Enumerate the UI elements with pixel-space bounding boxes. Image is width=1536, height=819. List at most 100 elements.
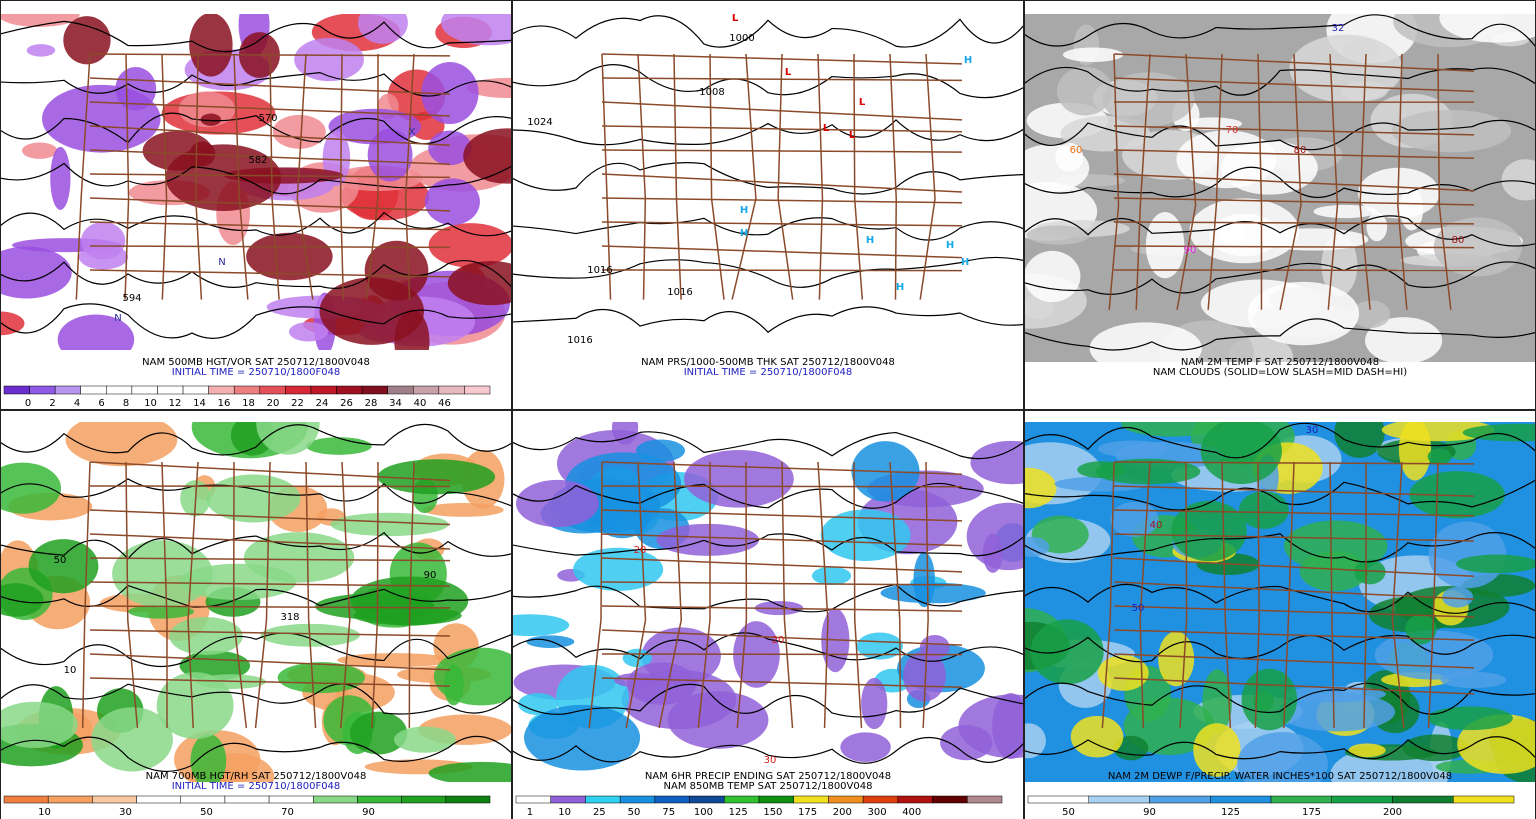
state-border: [625, 461, 647, 729]
contour-line: [1, 423, 511, 456]
field-blob: [42, 84, 161, 153]
field-blob: [1070, 715, 1124, 758]
field-blob: [65, 422, 178, 467]
field-blob: [169, 617, 243, 656]
field-blob: [1348, 743, 1386, 758]
colorbar-label: 125: [1221, 807, 1240, 818]
colorbar-label: 6: [98, 398, 104, 409]
colorbar-label: 8: [123, 398, 129, 409]
field-blob: [516, 479, 599, 528]
map: 50 90 10 318: [1, 422, 511, 782]
contour-line: [513, 162, 1023, 195]
field-blob: [1102, 72, 1195, 127]
field-blob: [1200, 422, 1282, 484]
colorbar-swatch: [47, 795, 93, 804]
field-blob: [1097, 655, 1149, 691]
state-border: [1221, 461, 1232, 729]
state-border: [1113, 149, 1475, 159]
field-blob: [189, 14, 233, 77]
field-blob: [1, 462, 62, 514]
field-blob: [277, 662, 365, 694]
colorbar-label: 28: [365, 398, 378, 409]
contour-line: [1025, 215, 1535, 247]
contour-line: [1025, 422, 1535, 459]
contour-line: [513, 431, 1023, 460]
map-label: H: [896, 282, 904, 293]
state-border: [601, 245, 963, 259]
contour-line: [1025, 166, 1535, 198]
field-blob: [200, 113, 222, 126]
colorbar-swatch: [357, 795, 402, 804]
field-blob: [1238, 491, 1289, 529]
map-label: 1016: [587, 265, 612, 276]
field-blob: [57, 314, 135, 350]
field-blob: [1, 701, 78, 748]
colorbar-label: 30: [119, 807, 132, 818]
colorbar-label: 20: [267, 398, 280, 409]
field-blob: [913, 552, 935, 608]
field-blob: [594, 495, 650, 539]
state-border: [601, 629, 963, 646]
state-border: [601, 653, 963, 656]
colorbar-label: 175: [798, 807, 817, 818]
state-border: [1113, 557, 1475, 578]
field-blob: [1030, 619, 1104, 685]
state-border: [601, 173, 963, 193]
colorbar-label: 18: [242, 398, 255, 409]
contour-line: [513, 736, 1023, 764]
state-border: [89, 149, 451, 165]
field-blob: [288, 322, 329, 342]
map-label: 570: [258, 113, 277, 124]
field-blob: [611, 422, 639, 445]
colorbar-label: 10: [558, 807, 571, 818]
map-label: 1000: [729, 33, 754, 44]
field-blob: [165, 144, 282, 211]
contour-line: [1, 303, 511, 339]
map-label: 594: [122, 293, 141, 304]
state-border: [89, 581, 451, 587]
field-blob: [1352, 300, 1391, 329]
colorbar-swatch: [131, 385, 158, 395]
map-label: 50: [54, 555, 67, 566]
map-label: 32: [1332, 23, 1345, 34]
field-blob: [246, 232, 333, 281]
colorbar-swatch: [619, 795, 656, 804]
field-blob: [433, 647, 511, 706]
contour-line: [513, 64, 1023, 99]
caption: INITIAL TIME = 250710/1800F048: [172, 781, 341, 792]
field-blob: [1193, 723, 1241, 777]
colorbar-swatch: [3, 385, 30, 395]
state-border: [588, 461, 603, 729]
map-label: 60: [1070, 145, 1083, 156]
state-border: [817, 461, 829, 729]
field-blob: [91, 707, 173, 772]
state-border: [365, 53, 379, 300]
field-blob: [337, 653, 453, 668]
map-label: L: [859, 97, 866, 108]
contour-line: [513, 533, 1023, 557]
colorbar-swatch: [106, 385, 133, 395]
map-label: 30: [1306, 425, 1319, 436]
map-label: H: [740, 205, 748, 216]
caption: NAM 6HR PRECIP ENDING SAT 250712/1800V04…: [645, 771, 891, 782]
field-blob: [1183, 117, 1242, 131]
map-label: H: [946, 240, 954, 251]
colorbar-swatch: [387, 385, 414, 395]
colorbar-swatch: [313, 795, 358, 804]
field-blob: [683, 450, 794, 508]
state-border: [781, 461, 794, 729]
colorbar-swatch: [3, 795, 49, 804]
state-border: [1113, 509, 1475, 517]
field-blob: [811, 566, 852, 586]
state-border: [601, 197, 963, 204]
state-border: [233, 53, 249, 300]
state-border: [305, 461, 317, 729]
map-label: H: [740, 228, 748, 239]
map-label: 20: [634, 545, 647, 556]
colorbar-label: 50: [1062, 807, 1075, 818]
colorbar-swatch: [336, 385, 363, 395]
colorbar-swatch: [1149, 795, 1211, 804]
contour-line: [1, 531, 511, 560]
field-blob: [50, 146, 71, 210]
